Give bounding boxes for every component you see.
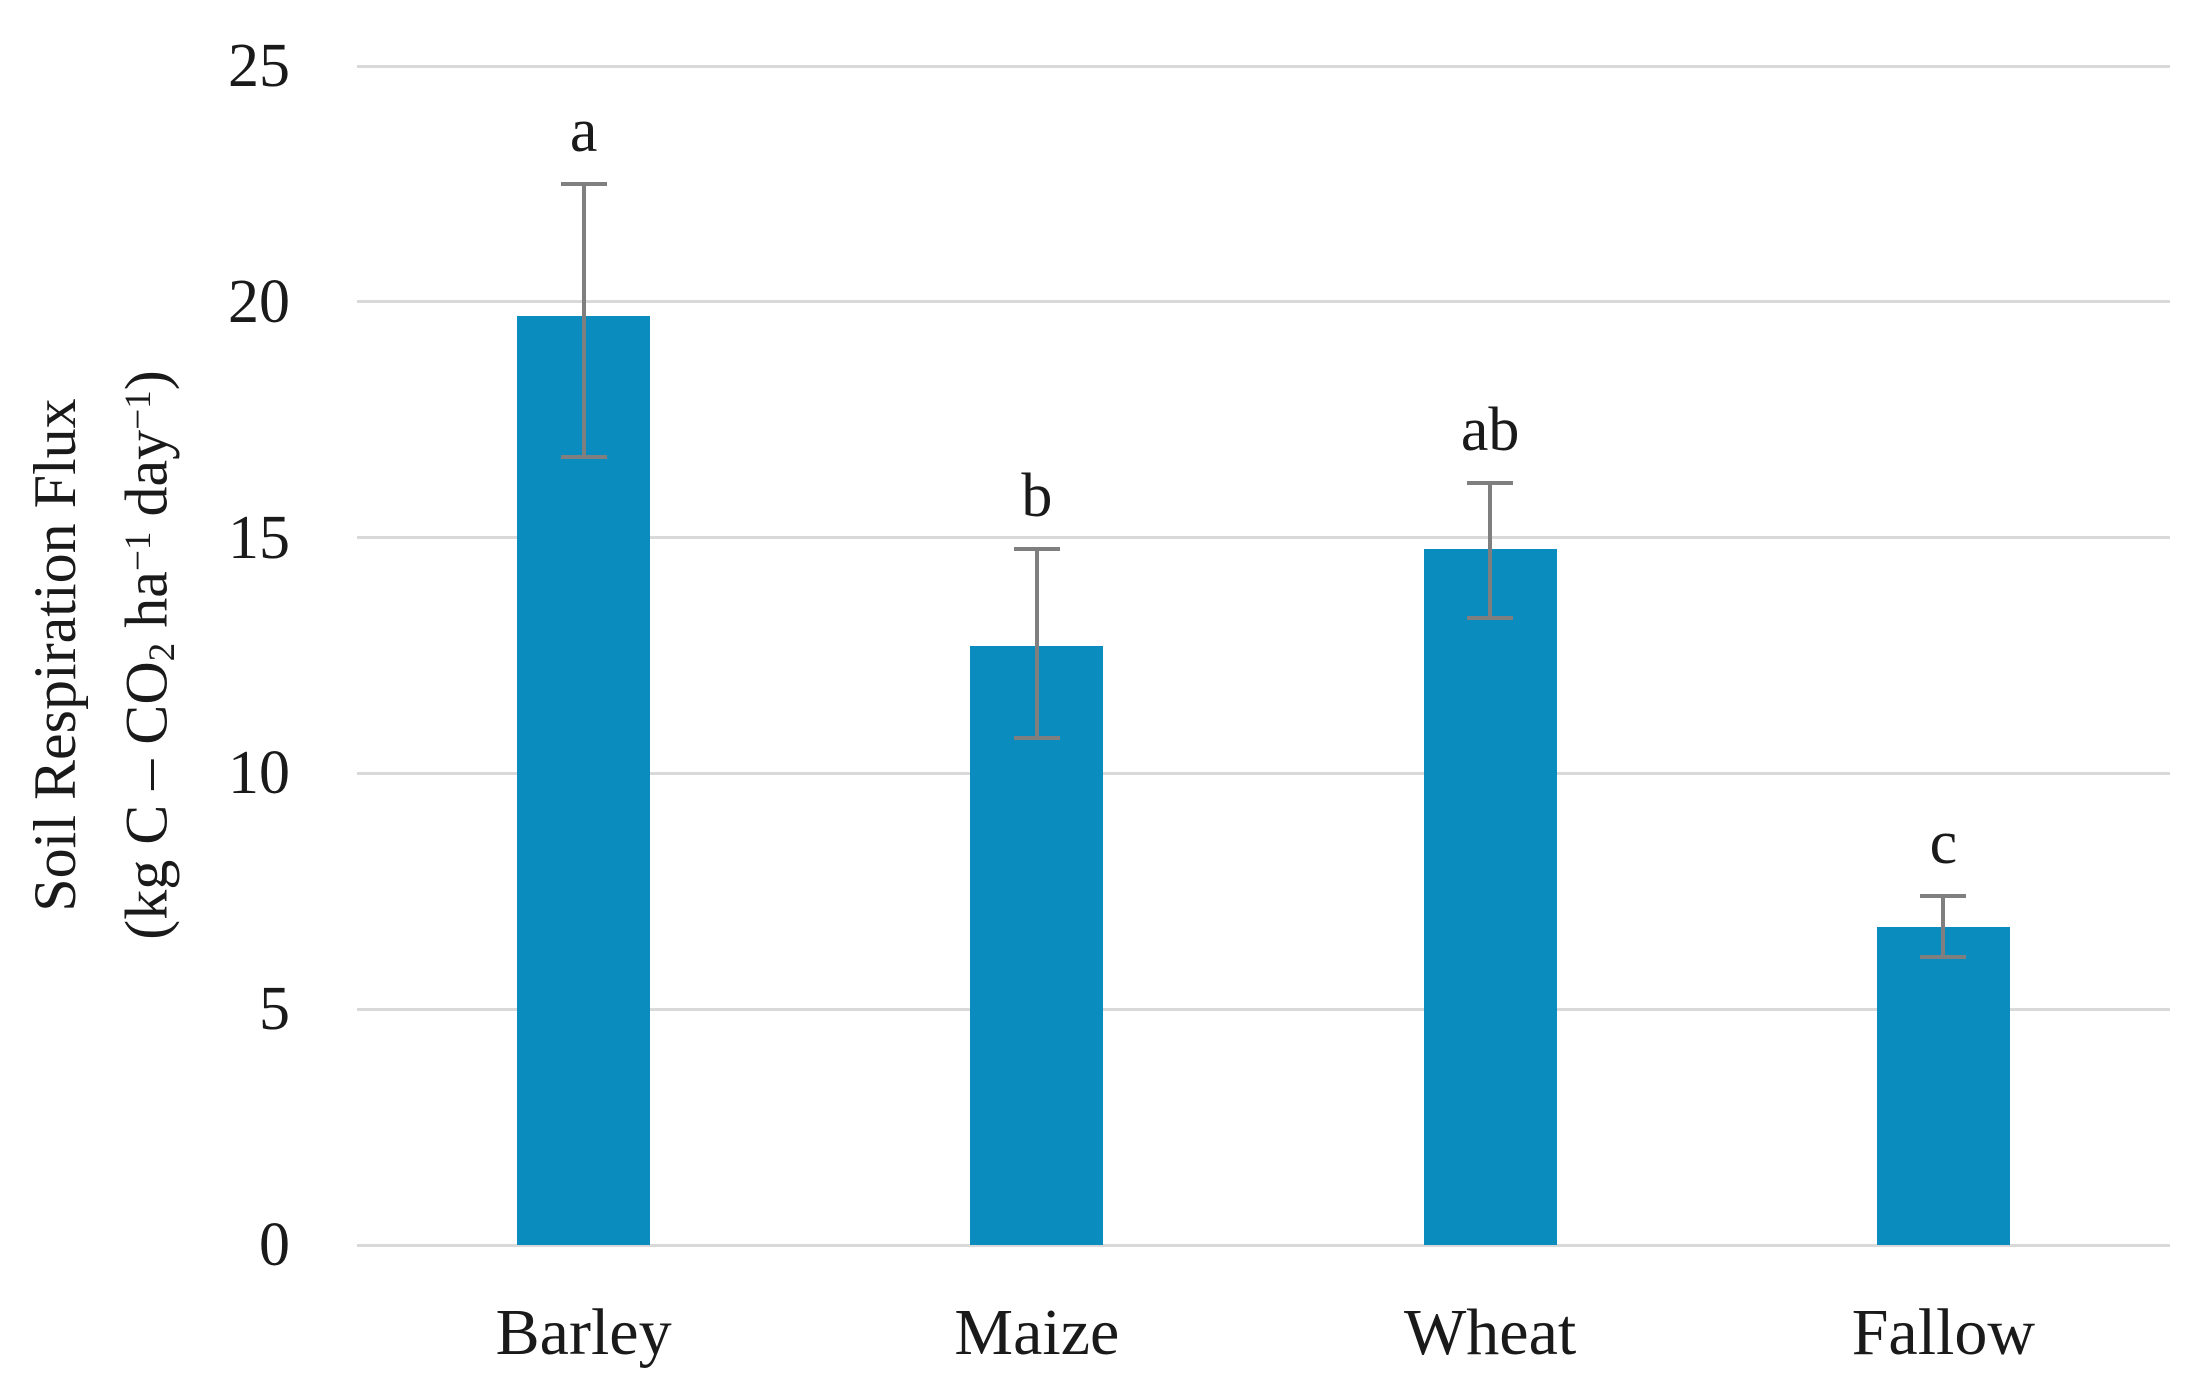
gridline-15: [357, 536, 2170, 540]
y-tick-label-20: 20: [228, 267, 290, 336]
y-tick-label-0: 0: [259, 1211, 290, 1279]
gridline-25: [357, 64, 2170, 68]
y-tick-label-15: 15: [228, 503, 290, 572]
error-cap-bottom-barley: [560, 455, 607, 460]
x-tick-label-maize: Maize: [954, 1296, 1120, 1369]
significance-letter-barley: a: [569, 96, 598, 165]
error-cap-bottom-maize: [1013, 736, 1060, 741]
error-bar-maize: [1034, 549, 1039, 738]
error-bar-wheat: [1488, 483, 1493, 618]
error-cap-top-maize: [1013, 547, 1060, 552]
error-bar-barley: [581, 183, 586, 458]
x-tick-label-wheat: Wheat: [1404, 1296, 1577, 1369]
bar-barley: [517, 315, 651, 1245]
y-tick-label-10: 10: [228, 739, 290, 808]
bar-maize: [970, 646, 1104, 1245]
x-tick-label-barley: Barley: [495, 1296, 672, 1369]
significance-letter-fallow: c: [1929, 809, 1958, 878]
gridline-5: [357, 1007, 2170, 1011]
error-bar-fallow: [1941, 896, 1946, 958]
gridline-20: [357, 300, 2170, 304]
error-cap-bottom-fallow: [1920, 955, 1967, 960]
gridline-10: [357, 771, 2170, 775]
bar-fallow: [1876, 926, 2010, 1245]
x-tick-label-fallow: Fallow: [1851, 1296, 2036, 1369]
gridline-0: [357, 1243, 2170, 1247]
error-cap-top-barley: [560, 181, 607, 186]
bar-wheat: [1423, 549, 1557, 1245]
significance-letter-wheat: ab: [1460, 396, 1520, 465]
error-cap-bottom-wheat: [1467, 615, 1514, 620]
y-tick-label-5: 5: [259, 975, 290, 1044]
y-tick-label-25: 25: [228, 32, 290, 100]
error-cap-top-wheat: [1467, 481, 1514, 486]
significance-letter-maize: b: [1021, 462, 1053, 531]
error-cap-top-fallow: [1920, 894, 1967, 899]
